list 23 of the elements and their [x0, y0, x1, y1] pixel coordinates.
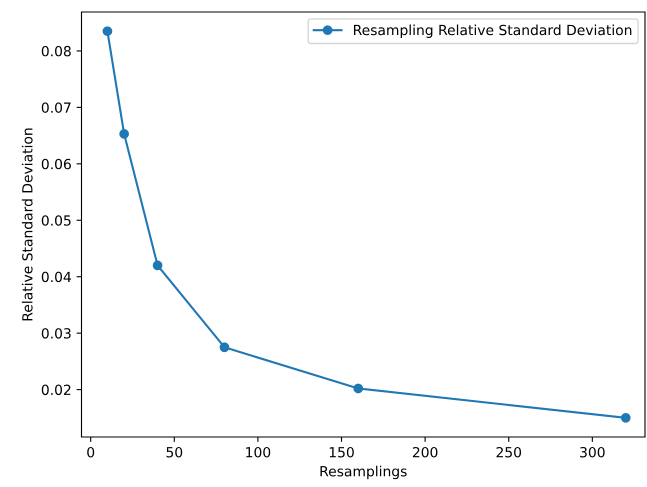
- y-tick-label: 0.06: [42, 158, 71, 170]
- point: [102, 26, 112, 36]
- y-tick-label: 0.02: [42, 384, 70, 396]
- x-tick-label: 0: [87, 446, 94, 458]
- x-axis-title: Resamplings: [320, 466, 407, 480]
- x-tick-label: 50: [166, 446, 182, 458]
- point: [220, 342, 230, 352]
- x-tick-label: 250: [496, 446, 522, 458]
- point: [620, 412, 631, 423]
- x-tick-label: 200: [412, 446, 438, 458]
- point: [353, 384, 364, 394]
- y-axis-title: Relative Standard Deviation: [22, 128, 33, 320]
- x-tick-label: 150: [330, 446, 354, 458]
- point: [119, 129, 129, 139]
- y-tick-label: 0.05: [42, 215, 71, 226]
- y-tick-label: 0.08: [42, 46, 71, 56]
- y-tick-label: 0.03: [42, 328, 71, 339]
- x-tick-label: 100: [246, 446, 270, 458]
- y-tick-label: 0.04: [42, 272, 71, 282]
- x-tick-label: 300: [580, 446, 605, 458]
- point: [152, 260, 162, 270]
- y-tick-label: 0.07: [42, 102, 71, 113]
- legend-label: Resampling Relative Standard Deviation: [354, 24, 632, 38]
